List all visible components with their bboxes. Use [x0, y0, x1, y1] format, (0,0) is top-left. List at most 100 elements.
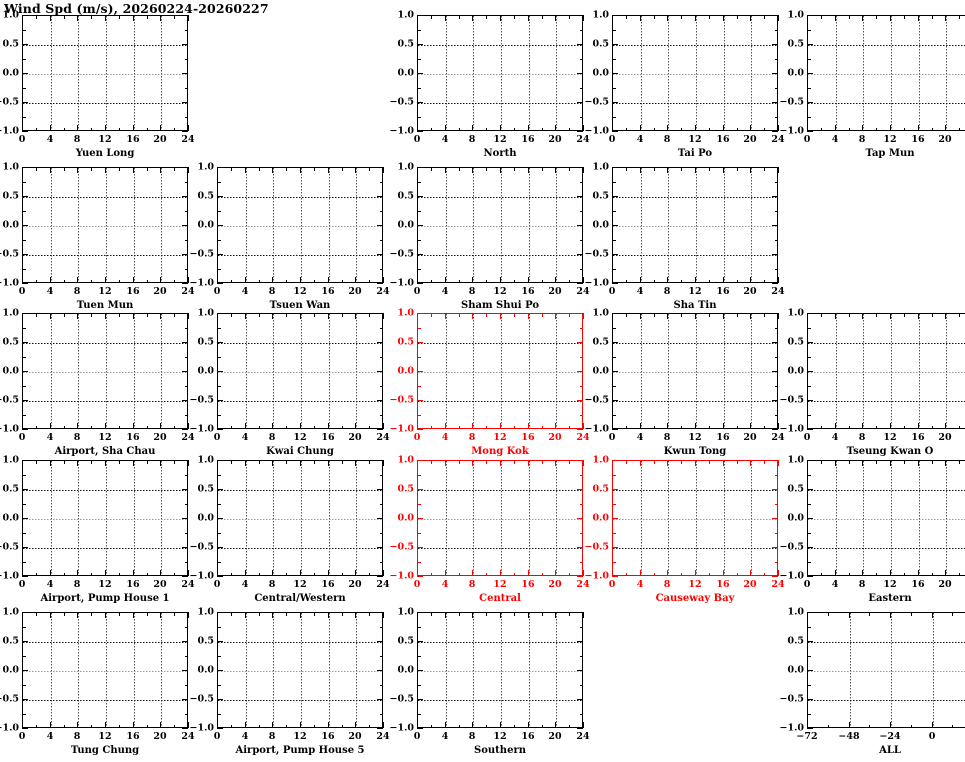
- xtick-label: 12: [98, 579, 112, 590]
- xtick-major-top: [445, 15, 447, 21]
- gridline-horizontal: [23, 255, 187, 256]
- xtick-label: 20: [348, 731, 362, 742]
- ytick-major-left: [22, 313, 28, 315]
- panel-kwun-tong[interactable]: 0 4 8 12 16 20 24 1.0 0.5 0.0 −0.5 −1.0 Kwun Tong: [585, 308, 785, 463]
- xtick-label: 20: [938, 432, 952, 443]
- xtick-major-bottom: [695, 423, 697, 429]
- xtick-minor-bottom: [486, 279, 488, 283]
- ytick-major-right: [577, 196, 583, 198]
- panel-mong-kok[interactable]: 0 4 8 12 16 20 24 1.0 0.5 0.0 −0.5 −1.0 Mong Kok: [390, 308, 590, 463]
- panel-central-western[interactable]: 0 4 8 12 16 20 24 1.0 0.5 0.0 −0.5 −1.0 Central/West…: [190, 455, 390, 610]
- xtick-label: 8: [663, 579, 671, 590]
- gridline-vertical: [473, 168, 474, 282]
- panel-tsuen-wan[interactable]: 0 4 8 12 16 20 24 1.0 0.5 0.0 −0.5 −1.0 Tsuen Wan: [190, 162, 390, 317]
- ytick-major-left: [612, 131, 618, 133]
- ytick-major-right: [377, 728, 383, 730]
- ytick-label: −0.5: [0, 693, 19, 705]
- xtick-label: 20: [153, 731, 167, 742]
- gridline-horizontal: [418, 401, 582, 402]
- xtick-major-bottom: [328, 722, 330, 728]
- gridline-vertical: [556, 613, 557, 727]
- xtick-minor-bottom: [91, 425, 93, 429]
- xtick-major-top: [133, 460, 135, 466]
- xtick-minor-bottom: [849, 425, 851, 429]
- xtick-major-bottom: [500, 125, 502, 131]
- xtick-minor-bottom: [681, 127, 683, 131]
- xtick-major-bottom: [77, 570, 79, 576]
- xtick-major-bottom: [160, 722, 162, 728]
- xtick-major-bottom: [750, 277, 752, 283]
- panel-tuen-mun[interactable]: 0 4 8 12 16 20 24 1.0 0.5 0.0 −0.5 −1.0 Tuen Mun: [0, 162, 195, 317]
- xtick-minor-bottom: [737, 425, 739, 429]
- ytick-label: −0.5: [189, 248, 215, 260]
- xtick-label: 12: [688, 579, 702, 590]
- gridline-vertical: [919, 314, 920, 428]
- xtick-major-top: [640, 460, 642, 466]
- ytick-label: −0.5: [0, 248, 19, 260]
- ytick-minor-right: [579, 562, 583, 564]
- panel-causeway-bay[interactable]: 0 4 8 12 16 20 24 1.0 0.5 0.0 −0.5 −1.0 Causeway Bay: [585, 455, 785, 610]
- xtick-major-top: [272, 167, 274, 173]
- xtick-major-top: [217, 460, 219, 466]
- xtick-major-bottom: [528, 277, 530, 283]
- ytick-label: 1.0: [397, 606, 414, 618]
- panel-yuen-long[interactable]: 0 4 8 12 16 20 24 1.0 0.5 0.0 −0.5 −1.0 Yuen Long: [0, 10, 195, 165]
- xtick-minor-bottom: [259, 425, 261, 429]
- xtick-label: 20: [743, 432, 757, 443]
- panel-southern[interactable]: 0 4 8 12 16 20 24 1.0 0.5 0.0 −0.5 −1.0 Southern: [390, 607, 590, 762]
- panel-north[interactable]: 0 4 8 12 16 20 24 1.0 0.5 0.0 −0.5 −1.0 North: [390, 10, 590, 165]
- gridline-vertical: [78, 461, 79, 575]
- panel-sham-shui-po[interactable]: 0 4 8 12 16 20 24 1.0 0.5 0.0 −0.5 −1.0 Sham Shui Po: [390, 162, 590, 317]
- panel-title: North: [483, 148, 517, 159]
- ytick-major-left: [217, 641, 223, 643]
- xtick-major-top: [472, 612, 474, 618]
- ytick-label: −1.0: [584, 277, 610, 289]
- xtick-major-bottom: [500, 277, 502, 283]
- xtick-major-top: [723, 15, 725, 21]
- ytick-major-left: [807, 44, 813, 46]
- ytick-minor-right: [579, 656, 583, 658]
- ytick-major-left: [217, 576, 223, 578]
- ytick-major-right: [772, 576, 778, 578]
- xtick-major-bottom: [50, 125, 52, 131]
- xtick-major-bottom: [272, 570, 274, 576]
- panel-title: Kwai Chung: [266, 446, 334, 457]
- xtick-minor-top: [64, 612, 66, 616]
- panel-tai-po[interactable]: 0 4 8 12 16 20 24 1.0 0.5 0.0 −0.5 −1.0 Tai Po: [585, 10, 785, 165]
- panel-airport-pump-house-5[interactable]: 0 4 8 12 16 20 24 1.0 0.5 0.0 −0.5 −1.0 Airport, Pum…: [190, 607, 390, 762]
- panel-airport-pump-house-1[interactable]: 0 4 8 12 16 20 24 1.0 0.5 0.0 −0.5 −1.0 Airport, Pum…: [0, 455, 195, 610]
- xtick-label: 0: [18, 432, 26, 443]
- ytick-label: 1.0: [2, 606, 19, 618]
- xtick-minor-top: [869, 612, 871, 616]
- panel-tung-chung[interactable]: 0 4 8 12 16 20 24 1.0 0.5 0.0 −0.5 −1.0 Tung Chung: [0, 607, 195, 762]
- xtick-label: 16: [126, 731, 140, 742]
- gridlines: [808, 16, 965, 130]
- ytick-label: −0.5: [0, 541, 19, 553]
- xtick-major-bottom: [50, 722, 52, 728]
- ytick-minor-left: [217, 627, 221, 629]
- ytick-minor-left: [417, 685, 421, 687]
- panel-central[interactable]: 0 4 8 12 16 20 24 1.0 0.5 0.0 −0.5 −1.0 Central: [390, 455, 590, 610]
- xtick-minor-top: [314, 313, 316, 317]
- panel-kwai-chung[interactable]: 0 4 8 12 16 20 24 1.0 0.5 0.0 −0.5 −1.0 Kwai Chung: [190, 308, 390, 463]
- ytick-label: −0.5: [584, 248, 610, 260]
- xtick-minor-top: [569, 612, 571, 616]
- xtick-major-bottom: [417, 570, 419, 576]
- xtick-major-top: [890, 612, 892, 618]
- ytick-minor-left: [22, 386, 26, 388]
- xtick-label: 4: [46, 286, 54, 297]
- xtick-major-top: [612, 313, 614, 319]
- gridline-vertical: [329, 461, 330, 575]
- xtick-minor-bottom: [876, 127, 878, 131]
- panel-sha-tin[interactable]: 0 4 8 12 16 20 24 1.0 0.5 0.0 −0.5 −1.0 Sha Tin: [585, 162, 785, 317]
- xtick-minor-top: [147, 15, 149, 19]
- ytick-major-left: [22, 131, 28, 133]
- panel-airport-sha-chau[interactable]: 0 4 8 12 16 20 24 1.0 0.5 0.0 −0.5 −1.0 Airport, Sha…: [0, 308, 195, 463]
- gridline-horizontal: [418, 45, 582, 46]
- xtick-major-top: [77, 313, 79, 319]
- xtick-label: 16: [321, 579, 335, 590]
